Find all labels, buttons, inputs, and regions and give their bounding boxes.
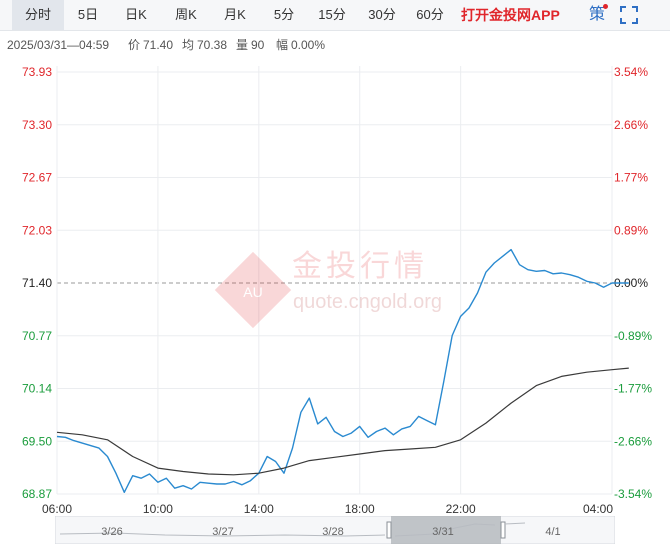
- x-axis-tick: 04:00: [583, 502, 613, 516]
- info-datetime: 2025/03/31—04:59: [7, 38, 110, 52]
- y-axis-right-tick: -3.54%: [614, 487, 652, 501]
- x-axis-tick: 06:00: [42, 502, 72, 516]
- tab-5-day[interactable]: 5日: [77, 7, 99, 22]
- info-volume: 90: [251, 38, 265, 52]
- x-axis-tick: 22:00: [446, 502, 476, 516]
- fullscreen-icon[interactable]: [620, 6, 638, 24]
- chart-series: [56, 248, 629, 493]
- price-line: [56, 248, 629, 493]
- intraday-chart[interactable]: AU 金投行情 quote.cngold.org 73.93 3.54% 73.30…: [0, 0, 670, 516]
- y-axis-left-tick: 73.30: [22, 118, 52, 132]
- info-amplitude: 0.00%: [291, 38, 326, 52]
- y-axis-left-tick: 72.67: [22, 171, 52, 185]
- y-axis-right-tick: 1.77%: [614, 171, 648, 185]
- navigator-minimap: [59, 522, 526, 537]
- strategy-icon[interactable]: 策: [588, 6, 605, 23]
- y-axis-left-tick: 71.40: [22, 276, 52, 290]
- navigator-date-label: 3/27: [212, 526, 233, 538]
- navigator-date-label: 3/31: [432, 526, 453, 538]
- y-axis-left-tick: 70.77: [22, 329, 52, 343]
- navigator-date-label: 3/26: [101, 526, 122, 538]
- tab-30-min[interactable]: 30分: [368, 7, 396, 22]
- y-axis-right-tick: -2.66%: [614, 434, 652, 448]
- y-axis-left-tick: 72.03: [22, 223, 52, 237]
- tab-daily-k[interactable]: 日K: [125, 7, 147, 22]
- average-line: [56, 367, 629, 476]
- y-axis-right-tick: 0.00%: [614, 276, 648, 290]
- y-axis-left-tick: 68.87: [22, 487, 52, 501]
- tab-5-min[interactable]: 5分: [273, 7, 295, 22]
- navigator-date-label: 4/1: [545, 526, 560, 538]
- info-price-label: 价: [128, 38, 141, 52]
- y-axis-left-tick: 73.93: [22, 65, 52, 79]
- y-axis-right-tick: 2.66%: [614, 118, 648, 132]
- info-price: 71.40: [143, 38, 174, 52]
- navigator-right-handle[interactable]: [500, 521, 506, 539]
- tab-60-min[interactable]: 60分: [416, 7, 444, 22]
- tab-monthly-k[interactable]: 月K: [224, 7, 246, 22]
- y-axis-right-tick: 0.89%: [614, 223, 648, 237]
- y-axis-right-tick: -1.77%: [614, 382, 652, 396]
- info-volume-label: 量: [236, 38, 249, 52]
- navigator-selection[interactable]: [391, 516, 501, 544]
- info-avg: 70.38: [197, 38, 228, 52]
- navigator-date-label: 3/28: [322, 526, 343, 538]
- tab-weekly-k[interactable]: 周K: [175, 7, 197, 22]
- info-avg-label: 均: [182, 38, 195, 52]
- watermark-url: quote.cngold.org: [293, 291, 442, 313]
- tab-intraday[interactable]: 分时: [12, 0, 64, 30]
- x-axis-tick: 14:00: [244, 502, 274, 516]
- chart-axes: 73.93 3.54% 73.30 2.66% 72.67 1.77% 72.03 0.89%…: [22, 65, 652, 516]
- watermark: AU 金投行情 quote.cngold.org: [214, 249, 442, 329]
- watermark-brand: 金投行情: [292, 249, 428, 284]
- y-axis-left-tick: 70.14: [22, 382, 52, 396]
- range-navigator[interactable]: 3/26 3/27 3/28 3/31 4/1: [55, 516, 615, 544]
- period-tab-bar: 分时 5日 日K 周K 月K 5分 15分 30分 60分 打开金投网APP 策: [0, 0, 670, 31]
- y-axis-right-tick: 3.54%: [614, 65, 648, 79]
- chart-grid: [56, 66, 613, 495]
- y-axis-right-tick: -0.89%: [614, 329, 652, 343]
- x-axis-tick: 10:00: [143, 502, 173, 516]
- quote-info-bar: 2025/03/31—04:59 价 71.40 均 70.38 量 90 幅 …: [0, 31, 670, 59]
- notification-dot: [603, 4, 608, 9]
- watermark-badge: AU: [243, 284, 262, 300]
- x-axis-tick: 18:00: [345, 502, 375, 516]
- navigator-left-handle[interactable]: [386, 521, 392, 539]
- open-app-link[interactable]: 打开金投网APP: [461, 7, 560, 23]
- y-axis-left-tick: 69.50: [22, 434, 52, 448]
- info-amplitude-label: 幅: [276, 38, 289, 52]
- tab-15-min[interactable]: 15分: [318, 7, 346, 22]
